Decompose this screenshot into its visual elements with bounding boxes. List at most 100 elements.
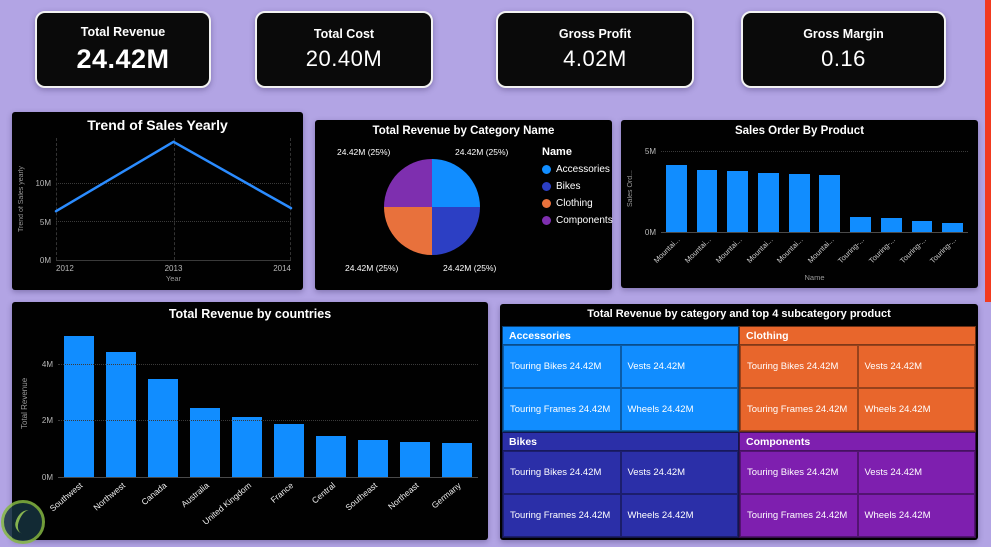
treemap-cell[interactable]: Touring Frames 24.42M (503, 388, 621, 431)
right-accent-strip (985, 0, 991, 302)
bar[interactable] (665, 164, 687, 232)
x-tick: Germany (429, 480, 463, 511)
treemap-panel-category-subcategory[interactable]: Total Revenue by category and top 4 subc… (500, 304, 978, 540)
x-tick: 2012 (56, 264, 74, 273)
pie-chart[interactable] (384, 159, 480, 255)
treemap-cell[interactable]: Touring Frames 24.42M (740, 388, 858, 431)
treemap-cell[interactable]: Wheels 24.42M (620, 494, 738, 537)
legend-swatch (542, 216, 551, 225)
bar[interactable] (696, 169, 718, 232)
bar[interactable] (357, 440, 389, 477)
treemap-cell[interactable]: Touring Frames 24.42M (503, 494, 621, 537)
legend-swatch (542, 165, 551, 174)
legend-title: Name (542, 146, 572, 158)
treemap-cell[interactable]: Touring Bikes 24.42M (503, 451, 621, 494)
kpi-value: 0.16 (821, 46, 866, 71)
trend-line[interactable] (56, 142, 291, 211)
bar[interactable] (63, 336, 95, 477)
y-tick: 5M (644, 147, 656, 157)
bar[interactable] (147, 378, 179, 477)
treemap-cell[interactable]: Wheels 24.42M (857, 388, 975, 431)
x-tick: Central (309, 480, 337, 506)
bar[interactable] (727, 171, 749, 232)
gridline (173, 138, 175, 260)
bar-chart-body: Total Revenue 4M 2M 0M So (20, 328, 478, 536)
treemap-cell[interactable]: Vests 24.42M (857, 345, 975, 388)
kpi-label: Total Revenue (80, 24, 166, 39)
pie-data-label: 24.42M (25%) (443, 263, 497, 273)
legend-swatch (542, 182, 551, 191)
bar[interactable] (231, 416, 263, 477)
treemap-cell[interactable]: Touring Bikes 24.42M (740, 345, 858, 388)
pie-data-label: 24.42M (25%) (455, 147, 509, 157)
y-axis: 10M 5M 0M (30, 138, 56, 265)
bar[interactable] (942, 223, 964, 232)
bar[interactable] (880, 218, 902, 232)
kpi-card-total-revenue[interactable]: Total Revenue 24.42M (35, 11, 211, 88)
treemap-group-clothing[interactable]: Clothing Touring Bikes 24.42M Vests 24.4… (739, 326, 976, 432)
line-plot-area[interactable] (56, 138, 291, 261)
x-tick: Mountai... (652, 235, 683, 265)
gridline (58, 363, 478, 365)
treemap-cell[interactable]: Touring Bikes 24.42M (503, 345, 621, 388)
gridline (661, 151, 968, 153)
gridline (56, 138, 57, 260)
watermark-logo-icon (1, 500, 45, 544)
kpi-card-gross-margin[interactable]: Gross Margin 0.16 (741, 11, 946, 88)
legend-label: Accessories (556, 164, 610, 175)
kpi-card-total-cost[interactable]: Total Cost 20.40M (255, 11, 433, 88)
bar[interactable] (850, 216, 871, 232)
bar[interactable] (441, 443, 473, 477)
kpi-card-gross-profit[interactable]: Gross Profit 4.02M (496, 11, 694, 88)
legend-item-accessories[interactable]: Accessories (542, 164, 613, 175)
treemap-cell[interactable]: Touring Bikes 24.42M (740, 451, 858, 494)
bar[interactable] (399, 441, 431, 477)
x-tick: Australia (179, 480, 211, 510)
bar-chart-body: Sales Ord... 5M 0M Mountai... Moun (627, 144, 968, 284)
treemap-group-bikes[interactable]: Bikes Touring Bikes 24.42M Vests 24.42M … (502, 432, 739, 538)
bar[interactable] (819, 175, 841, 232)
chart-title: Trend of Sales Yearly (87, 117, 228, 133)
treemap-cell[interactable]: Vests 24.42M (620, 345, 738, 388)
bar[interactable] (911, 220, 933, 232)
treemap-cells: Touring Bikes 24.42M Vests 24.42M Tourin… (503, 345, 738, 431)
chart-title: Sales Order By Product (734, 125, 865, 137)
x-axis-title: Year (165, 274, 182, 283)
treemap-cell[interactable]: Touring Frames 24.42M (740, 494, 858, 537)
bar[interactable] (105, 351, 137, 477)
treemap-group-components[interactable]: Components Touring Bikes 24.42M Vests 24… (739, 432, 976, 538)
x-axis: 2012 2013 2014 (56, 261, 291, 274)
y-axis: 4M 2M 0M (32, 328, 58, 481)
pie-data-label: 24.42M (25%) (337, 147, 391, 157)
treemap-group-accessories[interactable]: Accessories Touring Bikes 24.42M Vests 2… (502, 326, 739, 432)
pie-chart-panel-category[interactable]: Total Revenue by Category Name 24.42M (2… (315, 120, 613, 290)
legend-label: Clothing (556, 198, 593, 209)
treemap-cell[interactable]: Wheels 24.42M (857, 494, 975, 537)
bar-plot-area[interactable] (661, 144, 968, 233)
treemap-group-header: Bikes (503, 433, 738, 451)
legend-item-components[interactable]: Components (542, 215, 613, 226)
gridline (290, 138, 291, 260)
line-chart-panel-trend-of-sales[interactable]: Trend of Sales Yearly Trend of Sales yea… (12, 112, 303, 290)
legend-item-clothing[interactable]: Clothing (542, 198, 613, 209)
bar-chart-panel-sales-order-by-product[interactable]: Sales Order By Product Sales Ord... 5M 0… (621, 120, 978, 288)
treemap-cell[interactable]: Vests 24.42M (620, 451, 738, 494)
treemap-cell[interactable]: Vests 24.42M (857, 451, 975, 494)
bar[interactable] (788, 173, 810, 232)
legend-item-bikes[interactable]: Bikes (542, 181, 613, 192)
y-tick: 2M (41, 416, 53, 426)
kpi-label: Gross Margin (803, 27, 884, 41)
bar-plot-area[interactable] (58, 328, 478, 478)
bar-chart-panel-revenue-by-countries[interactable]: Total Revenue by countries Total Revenue… (12, 302, 488, 540)
gridline (58, 419, 478, 421)
bar[interactable] (189, 408, 221, 477)
bar[interactable] (758, 172, 779, 232)
bar[interactable] (315, 436, 347, 477)
y-tick: 4M (41, 359, 53, 369)
treemap-cells: Touring Bikes 24.42M Vests 24.42M Tourin… (503, 451, 738, 537)
treemap-cell[interactable]: Wheels 24.42M (620, 388, 738, 431)
bar[interactable] (273, 423, 305, 477)
x-tick: France (268, 480, 295, 505)
kpi-value: 4.02M (563, 46, 627, 71)
